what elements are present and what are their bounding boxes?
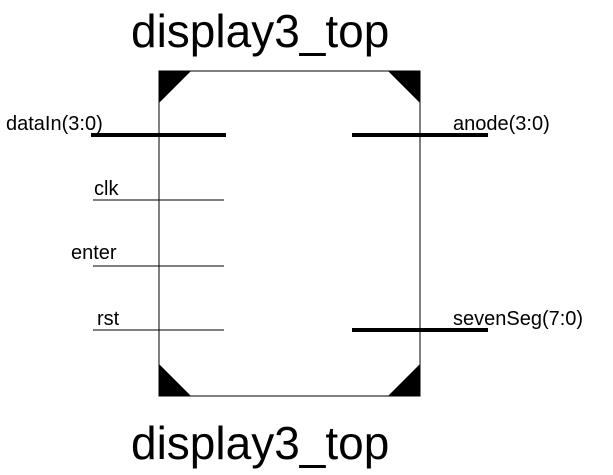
pin-label-rst: rst [97, 308, 120, 330]
pin-label-enter: enter [71, 242, 117, 264]
pin-label-clk: clk [94, 178, 119, 200]
symbol-title-bottom: display3_top [131, 417, 390, 469]
pin-label-anode: anode(3:0) [453, 113, 550, 135]
symbol-body [158, 70, 421, 397]
corner-marker-top-left [159, 71, 191, 103]
pin-label-sevenseg: sevenSeg(7:0) [453, 308, 584, 330]
corner-marker-bottom-right [388, 364, 420, 396]
corner-marker-bottom-left [159, 364, 191, 396]
corner-marker-top-right [388, 71, 420, 103]
symbol-title-top: display3_top [131, 5, 390, 57]
pin-label-datain: dataIn(3:0) [6, 113, 103, 135]
